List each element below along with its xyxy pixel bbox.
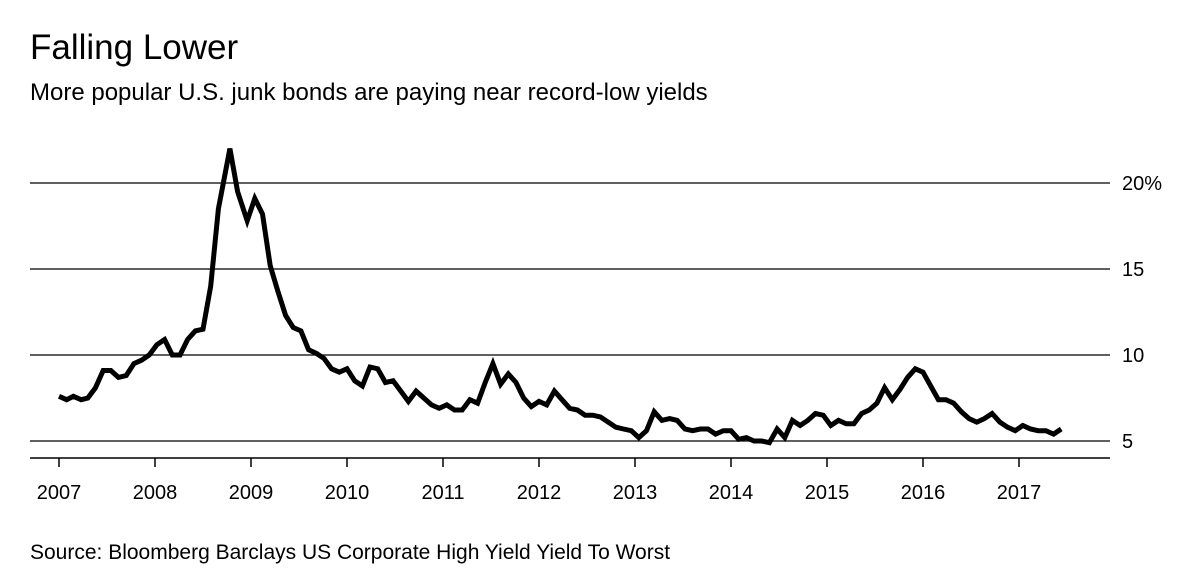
series-line-0 <box>57 148 1063 446</box>
x-tick-label-2016: 2016 <box>901 482 946 504</box>
y-tick-label-20: 20% <box>1122 173 1162 195</box>
x-axis <box>30 457 1110 467</box>
tick-labels: 20% 15 10 5 2007 2008 2009 2010 2011 2012 2013 2014… <box>37 173 1162 504</box>
y-tick-label-5: 5 <box>1122 431 1133 453</box>
gridlines <box>30 182 1110 442</box>
x-tick-label-2017: 2017 <box>997 482 1042 504</box>
chart-title: Falling Lower <box>30 28 239 67</box>
x-tick-label-2010: 2010 <box>325 482 370 504</box>
x-tick-label-2009: 2009 <box>229 482 274 504</box>
x-tick-label-2007: 2007 <box>37 482 82 504</box>
x-tick-label-2008: 2008 <box>133 482 178 504</box>
series-layer <box>57 148 1063 446</box>
x-tick-label-2013: 2013 <box>613 482 658 504</box>
x-tick-label-2011: 2011 <box>421 482 464 504</box>
chart-subtitle: More popular U.S. junk bonds are paying … <box>30 79 708 106</box>
x-tick-label-2015: 2015 <box>805 482 850 504</box>
source-note: Source: Bloomberg Barclays US Corporate … <box>30 541 671 564</box>
y-tick-label-10: 10 <box>1122 345 1144 367</box>
x-tick-label-2012: 2012 <box>517 482 562 504</box>
y-tick-label-15: 15 <box>1122 259 1144 281</box>
x-tick-label-2014: 2014 <box>709 482 754 504</box>
